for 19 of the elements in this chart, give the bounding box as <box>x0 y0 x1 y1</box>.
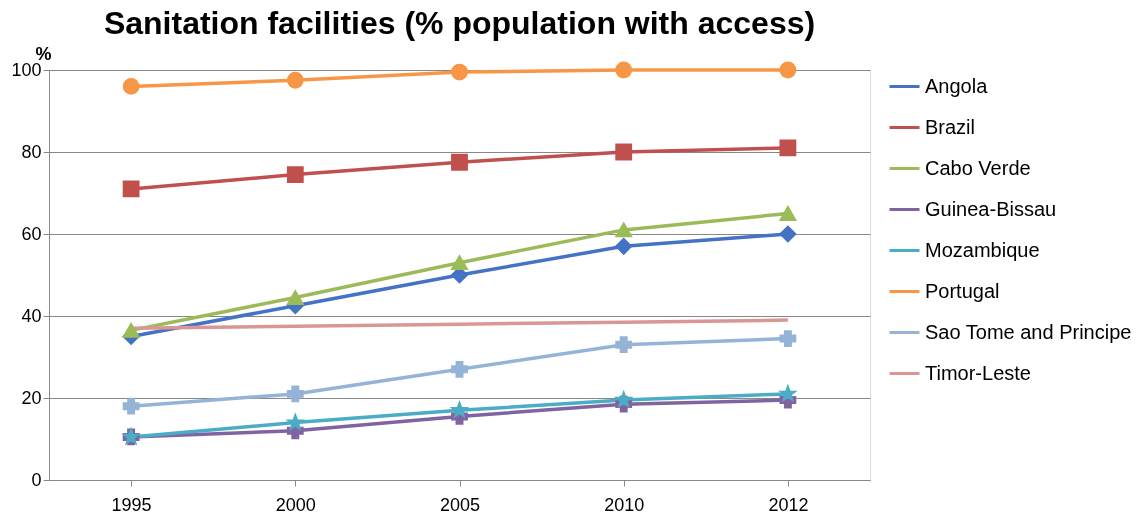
y-tick-label: 80 <box>21 141 42 162</box>
legend-label: Portugal <box>925 279 1000 302</box>
chart-title: Sanitation facilities (% population with access) <box>103 5 816 41</box>
legend-label: Brazil <box>925 115 976 138</box>
y-tick-label: 0 <box>31 469 42 490</box>
legend-label: Angola <box>925 74 989 97</box>
x-tick-label: 1995 <box>111 494 152 515</box>
legend-label: Sao Tome and Principe <box>925 320 1132 343</box>
legend-label: Mozambique <box>925 238 1040 261</box>
x-tick-label: 2005 <box>439 494 481 515</box>
legend-label: Guinea-Bissau <box>925 197 1057 220</box>
y-tick-label: 20 <box>21 387 42 408</box>
y-tick-label: 60 <box>21 223 42 244</box>
y-tick-label: 40 <box>21 305 42 326</box>
legend-label: Cabo Verde <box>925 156 1031 179</box>
x-tick-label: 2010 <box>604 494 645 515</box>
legend-label: Timor-Leste <box>925 361 1031 384</box>
x-tick-label: 2012 <box>768 494 809 515</box>
x-tick-label: 2000 <box>275 494 316 515</box>
